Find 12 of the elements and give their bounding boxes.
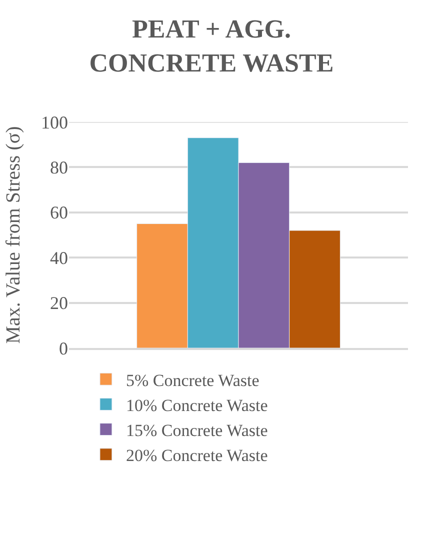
y-tick-label: 20	[50, 293, 68, 314]
legend-label: 5% Concrete Waste	[126, 370, 260, 390]
legend-label: 15% Concrete Waste	[126, 420, 268, 440]
y-tick-label: 80	[50, 158, 68, 178]
y-axis-title: Max. Value from Stress (σ)	[2, 126, 24, 344]
y-tick-label: 60	[50, 202, 68, 223]
y-tick-label: 100	[41, 112, 68, 132]
chart-title: PEAT + AGG. CONCRETE WASTE	[89, 14, 334, 78]
legend-label: 10% Concrete Waste	[126, 396, 268, 415]
legend-label: 20% Concrete Waste	[126, 446, 268, 466]
y-tick-label: 40	[50, 248, 68, 268]
y-tick-label: 0	[59, 338, 68, 358]
